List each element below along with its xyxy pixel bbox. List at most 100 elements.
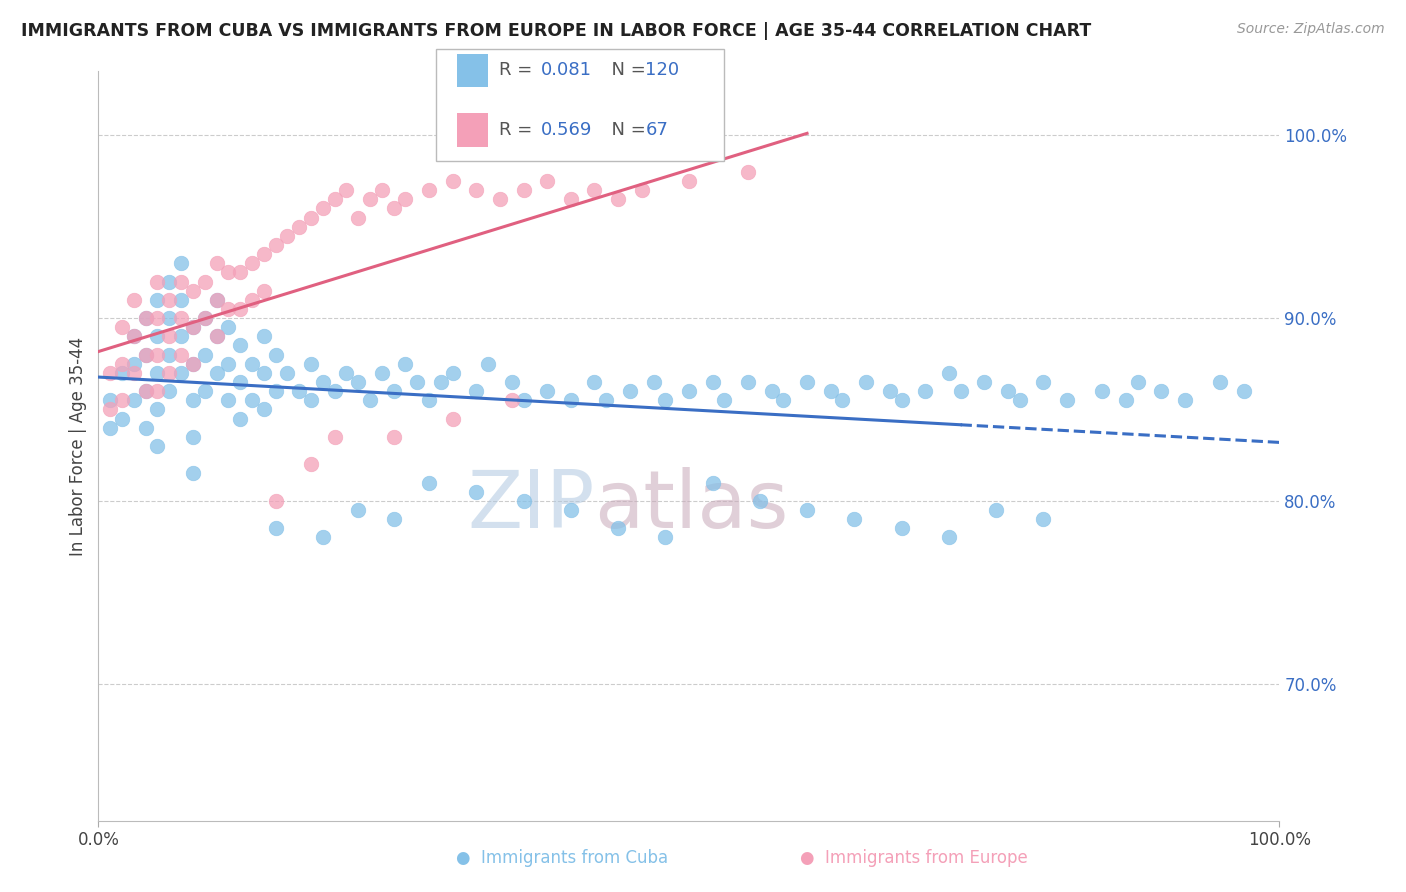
Point	[146, 348, 169, 362]
Point	[240, 357, 263, 371]
Point	[217, 301, 239, 316]
Point	[536, 174, 558, 188]
Point	[240, 293, 263, 307]
Point	[170, 293, 193, 307]
Point	[229, 411, 252, 425]
Point	[135, 311, 157, 326]
Point	[465, 183, 488, 197]
Text: Source: ZipAtlas.com: Source: ZipAtlas.com	[1237, 22, 1385, 37]
Point	[1115, 393, 1137, 408]
Text: 0.081: 0.081	[541, 62, 592, 79]
Point	[643, 375, 665, 389]
Point	[135, 384, 157, 399]
Point	[914, 384, 936, 399]
Point	[157, 275, 180, 289]
Point	[264, 493, 287, 508]
Point	[181, 357, 204, 371]
Point	[229, 375, 252, 389]
Point	[146, 293, 169, 307]
Point	[630, 183, 652, 197]
Point	[170, 348, 193, 362]
Point	[253, 284, 276, 298]
Point	[654, 530, 676, 544]
Point	[111, 366, 134, 380]
Point	[394, 192, 416, 206]
Point	[217, 357, 239, 371]
Point	[205, 329, 228, 343]
Point	[441, 411, 464, 425]
Point	[157, 366, 180, 380]
Point	[465, 484, 488, 499]
Point	[761, 384, 783, 399]
Point	[194, 311, 217, 326]
Point	[146, 311, 169, 326]
Point	[170, 329, 193, 343]
Point	[595, 393, 617, 408]
Point	[194, 311, 217, 326]
Point	[394, 357, 416, 371]
Point	[949, 384, 972, 399]
Point	[323, 430, 346, 444]
Point	[312, 202, 335, 216]
Point	[170, 256, 193, 270]
Point	[702, 475, 724, 490]
Point	[181, 430, 204, 444]
Point	[122, 329, 145, 343]
Point	[501, 393, 523, 408]
Point	[418, 475, 440, 490]
Point	[181, 284, 204, 298]
Point	[371, 183, 394, 197]
Point	[489, 192, 512, 206]
Point	[512, 393, 534, 408]
Point	[418, 393, 440, 408]
Point	[737, 375, 759, 389]
Point	[157, 384, 180, 399]
Point	[288, 219, 311, 234]
Point	[772, 393, 794, 408]
Point	[205, 293, 228, 307]
Point	[217, 393, 239, 408]
Point	[312, 530, 335, 544]
Point	[748, 493, 770, 508]
Point	[382, 202, 405, 216]
Point	[170, 311, 193, 326]
Point	[146, 402, 169, 417]
Point	[406, 375, 429, 389]
Point	[146, 439, 169, 453]
Point	[984, 503, 1007, 517]
Text: 120: 120	[645, 62, 679, 79]
Point	[441, 174, 464, 188]
Point	[477, 357, 499, 371]
Point	[1174, 393, 1197, 408]
Text: N =: N =	[600, 62, 652, 79]
Point	[619, 384, 641, 399]
Point	[938, 530, 960, 544]
Text: ●  Immigrants from Cuba: ● Immigrants from Cuba	[457, 849, 668, 867]
Point	[122, 366, 145, 380]
Point	[299, 457, 322, 471]
Point	[229, 265, 252, 279]
Point	[536, 384, 558, 399]
Point	[1032, 512, 1054, 526]
Point	[181, 320, 204, 334]
Point	[512, 183, 534, 197]
Point	[359, 192, 381, 206]
Point	[796, 375, 818, 389]
Point	[820, 384, 842, 399]
Point	[501, 375, 523, 389]
Point	[264, 521, 287, 535]
Point	[312, 375, 335, 389]
Point	[276, 366, 298, 380]
Point	[264, 238, 287, 252]
Point	[122, 357, 145, 371]
Point	[1150, 384, 1173, 399]
Point	[441, 366, 464, 380]
Point	[335, 183, 357, 197]
Point	[678, 174, 700, 188]
Point	[382, 384, 405, 399]
Point	[323, 192, 346, 206]
Point	[1008, 393, 1031, 408]
Point	[890, 521, 912, 535]
Point	[98, 393, 121, 408]
Text: ●  Immigrants from Europe: ● Immigrants from Europe	[800, 849, 1028, 867]
